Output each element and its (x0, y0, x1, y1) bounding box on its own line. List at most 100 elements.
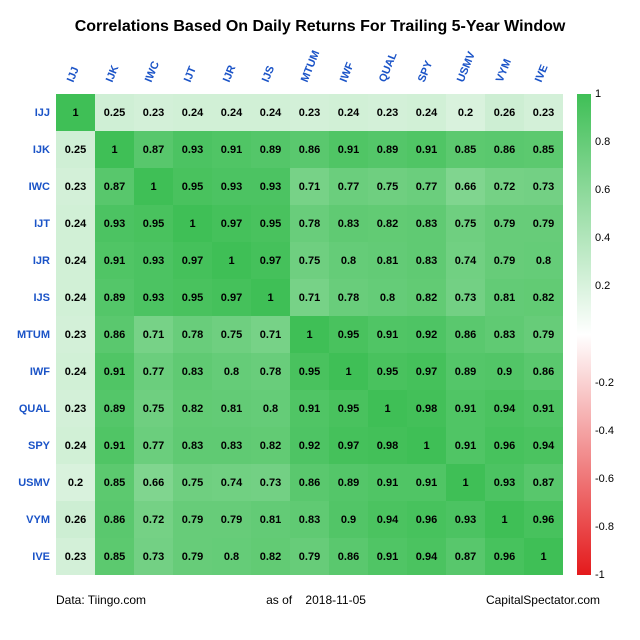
col-label: IVE (524, 44, 563, 88)
heatmap-cell: 0.77 (134, 353, 173, 390)
heatmap-cell: 0.23 (56, 538, 95, 575)
heatmap-cell: 0.86 (485, 131, 524, 168)
heatmap-cell: 0.93 (134, 242, 173, 279)
col-label: IJT (173, 44, 212, 88)
heatmap-cell: 0.79 (485, 205, 524, 242)
row-label: IVE (0, 538, 56, 575)
heatmap-cell: 0.85 (95, 538, 134, 575)
heatmap-cell: 0.9 (329, 501, 368, 538)
heatmap-cell: 0.71 (290, 168, 329, 205)
row-label: IWF (0, 353, 56, 390)
heatmap-cell: 0.83 (290, 501, 329, 538)
heatmap-cell: 0.24 (251, 94, 290, 131)
heatmap-cell: 0.89 (95, 279, 134, 316)
heatmap-cell: 0.77 (134, 427, 173, 464)
heatmap-cell: 0.91 (446, 390, 485, 427)
row-label: IJT (0, 205, 56, 242)
heatmap-cell: 0.86 (95, 316, 134, 353)
heatmap-cell: 0.2 (56, 464, 95, 501)
heatmap-cell: 0.89 (368, 131, 407, 168)
heatmap-cell: 0.24 (56, 279, 95, 316)
heatmap-cell: 0.96 (524, 501, 563, 538)
row-label: IJK (0, 131, 56, 168)
col-label: SPY (407, 44, 446, 88)
heatmap-cell: 0.23 (290, 94, 329, 131)
heatmap-cell: 0.72 (134, 501, 173, 538)
heatmap-cell: 0.91 (407, 131, 446, 168)
heatmap-cell: 0.71 (134, 316, 173, 353)
heatmap-cell: 0.96 (485, 538, 524, 575)
heatmap-cell: 0.79 (524, 205, 563, 242)
heatmap-cell: 0.95 (251, 205, 290, 242)
colorbar-tick: 0.2 (595, 280, 610, 292)
colorbar-tick: -0.2 (595, 377, 614, 389)
col-label: IWF (329, 44, 368, 88)
heatmap-cell: 0.94 (485, 390, 524, 427)
heatmap-cell: 0.79 (212, 501, 251, 538)
heatmap-cell: 0.75 (173, 464, 212, 501)
row-label: QUAL (0, 390, 56, 427)
heatmap-cell: 0.25 (56, 131, 95, 168)
row-label: IJS (0, 279, 56, 316)
col-label: VYM (485, 44, 524, 88)
heatmap-cell: 0.78 (290, 205, 329, 242)
heatmap-cell: 0.75 (212, 316, 251, 353)
heatmap-cell: 0.73 (251, 464, 290, 501)
heatmap-cell: 0.82 (368, 205, 407, 242)
heatmap-row: 0.240.910.770.830.80.780.9510.950.970.89… (56, 353, 563, 390)
heatmap-cell: 1 (524, 538, 563, 575)
heatmap-cell: 0.79 (485, 242, 524, 279)
heatmap-cell: 0.92 (290, 427, 329, 464)
heatmap-cell: 1 (329, 353, 368, 390)
heatmap: 10.250.230.240.240.240.230.240.230.240.2… (56, 94, 563, 575)
heatmap-cell: 0.91 (407, 464, 446, 501)
heatmap-cell: 0.71 (290, 279, 329, 316)
heatmap-cell: 0.98 (368, 427, 407, 464)
heatmap-cell: 0.83 (407, 205, 446, 242)
heatmap-cell: 0.85 (524, 131, 563, 168)
heatmap-cell: 0.82 (251, 538, 290, 575)
heatmap-cell: 1 (212, 242, 251, 279)
heatmap-cell: 0.66 (446, 168, 485, 205)
heatmap-cell: 0.86 (290, 131, 329, 168)
heatmap-cell: 0.26 (56, 501, 95, 538)
heatmap-row: 0.230.8710.950.930.930.710.770.750.770.6… (56, 168, 563, 205)
heatmap-cell: 0.8 (212, 353, 251, 390)
heatmap-cell: 0.86 (524, 353, 563, 390)
heatmap-cell: 0.8 (524, 242, 563, 279)
heatmap-cell: 0.2 (446, 94, 485, 131)
heatmap-cell: 0.83 (329, 205, 368, 242)
heatmap-cell: 0.74 (212, 464, 251, 501)
row-label: SPY (0, 427, 56, 464)
heatmap-cell: 0.78 (173, 316, 212, 353)
heatmap-cell: 0.25 (95, 94, 134, 131)
heatmap-cell: 0.78 (329, 279, 368, 316)
footer: Data: Tiingo.com as of 2018-11-05 Capita… (0, 593, 640, 607)
heatmap-cell: 0.91 (95, 427, 134, 464)
heatmap-row: 0.20.850.660.750.740.730.860.890.910.911… (56, 464, 563, 501)
heatmap-cell: 0.97 (407, 353, 446, 390)
heatmap-row: 0.230.890.750.820.810.80.910.9510.980.91… (56, 390, 563, 427)
col-label: USMV (446, 44, 485, 88)
heatmap-cell: 0.79 (290, 538, 329, 575)
heatmap-row: 10.250.230.240.240.240.230.240.230.240.2… (56, 94, 563, 131)
heatmap-cell: 1 (134, 168, 173, 205)
plot-area: IJJIJKIWCIJTIJRIJSMTUMIWFQUALSPYUSMVVYMI… (0, 94, 640, 575)
chart-container: Correlations Based On Daily Returns For … (0, 0, 640, 640)
heatmap-cell: 0.91 (446, 427, 485, 464)
heatmap-row: 0.260.860.720.790.790.810.830.90.940.960… (56, 501, 563, 538)
heatmap-cell: 0.97 (212, 205, 251, 242)
heatmap-cell: 0.77 (407, 168, 446, 205)
heatmap-cell: 0.23 (134, 94, 173, 131)
heatmap-cell: 0.74 (446, 242, 485, 279)
heatmap-cell: 0.24 (56, 427, 95, 464)
colorbar: -1-0.8-0.6-0.4-0.20.20.40.60.81 (577, 94, 619, 575)
heatmap-cell: 0.85 (95, 464, 134, 501)
heatmap-cell: 0.89 (95, 390, 134, 427)
col-label: QUAL (368, 44, 407, 88)
heatmap-cell: 0.23 (56, 316, 95, 353)
colorbar-tick: -0.4 (595, 425, 614, 437)
row-label: IWC (0, 168, 56, 205)
heatmap-cell: 0.82 (407, 279, 446, 316)
heatmap-row: 0.240.910.930.9710.970.750.80.810.830.74… (56, 242, 563, 279)
